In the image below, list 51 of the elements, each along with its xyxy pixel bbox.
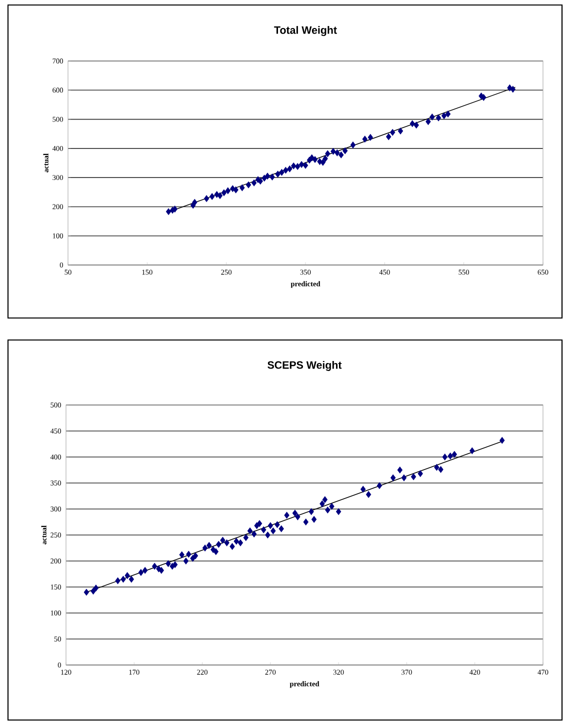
point — [233, 186, 238, 194]
point — [283, 166, 288, 174]
point — [325, 150, 330, 158]
point — [362, 136, 368, 142]
point — [225, 187, 230, 194]
point — [398, 128, 404, 134]
point — [426, 118, 431, 125]
point — [441, 112, 447, 120]
point — [507, 84, 512, 92]
point — [320, 159, 326, 166]
point — [295, 163, 300, 170]
point — [481, 94, 486, 101]
point — [368, 134, 373, 141]
point — [204, 195, 210, 202]
point — [338, 152, 344, 158]
point — [210, 193, 215, 200]
point — [166, 208, 172, 216]
point — [279, 168, 284, 176]
point — [445, 110, 451, 118]
point — [436, 114, 442, 122]
point — [309, 154, 314, 162]
point — [172, 206, 178, 212]
chart-title: SCEPS Weight — [268, 360, 342, 371]
point — [322, 155, 328, 162]
point — [334, 149, 340, 156]
chart-title: Total Weight — [274, 26, 337, 36]
point — [251, 179, 257, 186]
point — [258, 178, 263, 184]
point — [221, 189, 227, 196]
point — [217, 192, 223, 199]
point — [390, 129, 396, 136]
point — [414, 122, 419, 128]
point — [291, 162, 296, 170]
point — [192, 199, 198, 206]
point — [302, 162, 308, 169]
point — [350, 142, 356, 148]
point — [410, 120, 415, 128]
point — [430, 114, 435, 120]
point — [270, 174, 275, 180]
point — [342, 147, 348, 154]
point — [312, 156, 318, 163]
point — [287, 166, 292, 172]
point — [330, 148, 336, 155]
point — [298, 161, 304, 168]
point — [262, 174, 267, 182]
point — [386, 133, 392, 140]
point — [240, 184, 245, 192]
point — [264, 172, 270, 180]
point — [510, 86, 516, 93]
point — [246, 182, 252, 188]
point — [275, 170, 280, 178]
